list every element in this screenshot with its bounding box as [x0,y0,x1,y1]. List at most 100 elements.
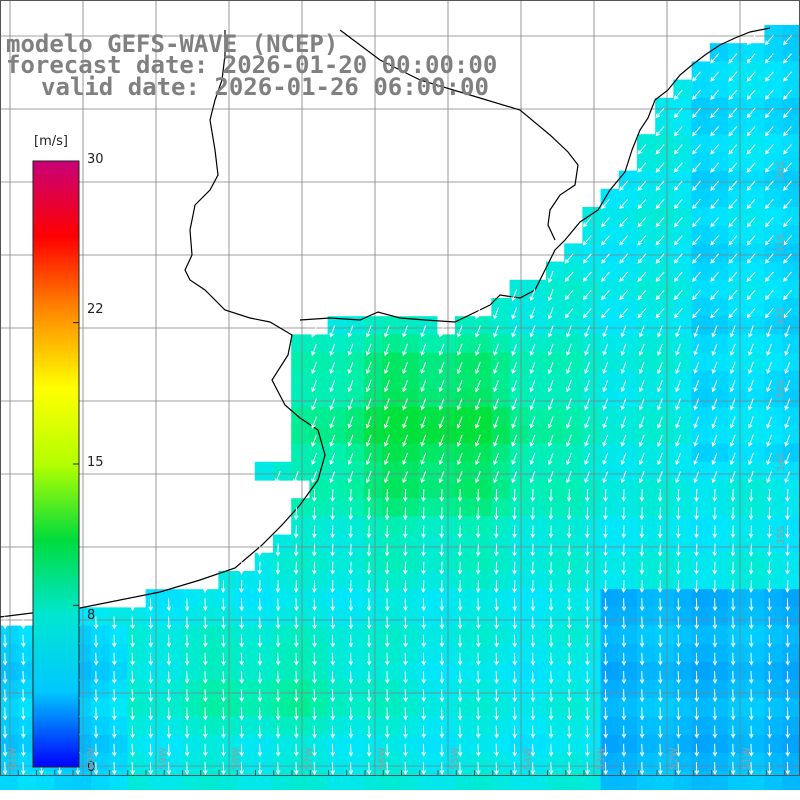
wind-arrow [439,616,445,630]
wind-arrow [675,507,681,521]
wind-cell [728,279,747,299]
wind-arrow [547,471,554,484]
wind-cell [436,534,456,554]
wind-cell [709,170,729,190]
wind-arrow [673,89,683,101]
wind-arrow [675,579,681,594]
wind-arrow [348,634,354,648]
wind-arrow [530,725,536,739]
wind-arrow [582,289,592,301]
wind-cell [382,461,401,481]
wind-cell [327,607,347,627]
wind-cell [309,625,329,645]
wind-cell [473,334,492,354]
wind-arrow [93,616,99,630]
wind-cell [491,370,511,390]
wind-cell [746,207,765,226]
wind-arrow [730,725,736,739]
wind-arrow [439,761,445,776]
wind-arrow [403,616,408,630]
wind-cell [782,552,800,572]
wind-cell [618,407,638,426]
wind-cell [691,753,711,772]
wind-cell [291,716,310,736]
wind-arrow [582,271,592,283]
wind-cell [709,443,729,463]
wind-arrow [403,761,408,776]
wind-arrow [312,725,317,739]
wind-cell [746,134,765,153]
wind-arrow [111,707,117,721]
wind-cell [254,571,274,590]
wind-arrow [619,217,629,228]
wind-cell [382,534,401,554]
wind-cell [637,298,656,317]
wind-cell [436,498,456,517]
wind-cell [691,352,711,372]
wind-arrow [511,380,518,393]
wind-arrow [621,652,627,666]
wind-arrow [766,525,772,539]
wind-arrow [692,180,701,192]
wind-arrow [439,598,445,612]
wind-cell [418,607,438,627]
wind-cell [709,734,729,754]
wind-arrow [330,561,335,575]
wind-cell [254,734,274,754]
wind-cell [728,643,747,663]
wind-cell [364,534,383,554]
wind-arrow [655,162,665,173]
wind-cell [254,698,274,718]
wind-arrow [710,271,720,283]
wind-arrow [548,670,554,685]
wind-arrow [746,308,756,319]
wind-arrow [748,380,754,393]
wind-cell [473,771,492,790]
wind-cell [655,662,674,681]
wind-cell [527,680,547,699]
wind-arrow [694,616,700,630]
wind-cell [291,698,310,718]
wind-arrow [711,398,718,411]
wind-cell [309,370,329,390]
wind-cell [655,443,674,463]
wind-arrow [347,380,354,393]
wind-arrow [766,543,772,557]
wind-cell [782,370,800,390]
wind-cell [345,425,365,445]
wind-cell [764,443,784,463]
wind-arrow [783,253,792,264]
wind-arrow [767,725,772,739]
wind-cell [600,389,620,408]
wind-arrow [239,743,245,757]
wind-arrow [311,416,317,429]
wind-arrow [529,307,536,320]
wind-cell [382,352,401,372]
wind-arrow [493,325,499,338]
wind-arrow [475,343,481,356]
wind-cell [618,643,638,663]
wind-arrow [312,634,317,648]
wind-cell [236,716,256,736]
wind-arrow [239,634,245,648]
wind-cell [254,771,274,790]
wind-cell [527,662,547,681]
wind-arrow [293,670,299,685]
wind-cell [527,571,547,590]
wind-cell [546,680,565,699]
wind-cell [309,771,329,790]
wind-arrow [657,471,663,484]
wind-arrow [366,598,372,612]
wind-arrow [673,180,683,192]
wind-arrow [221,689,226,703]
wind-cell [455,516,474,536]
wind-arrow [403,652,408,666]
wind-arrow [529,471,536,484]
wind-arrow [673,253,683,264]
wind-cell [436,716,456,736]
wind-arrow [311,561,317,575]
wind-arrow [766,434,772,447]
wind-arrow [711,343,718,356]
wind-cell [345,625,365,645]
wind-cell [455,316,474,335]
